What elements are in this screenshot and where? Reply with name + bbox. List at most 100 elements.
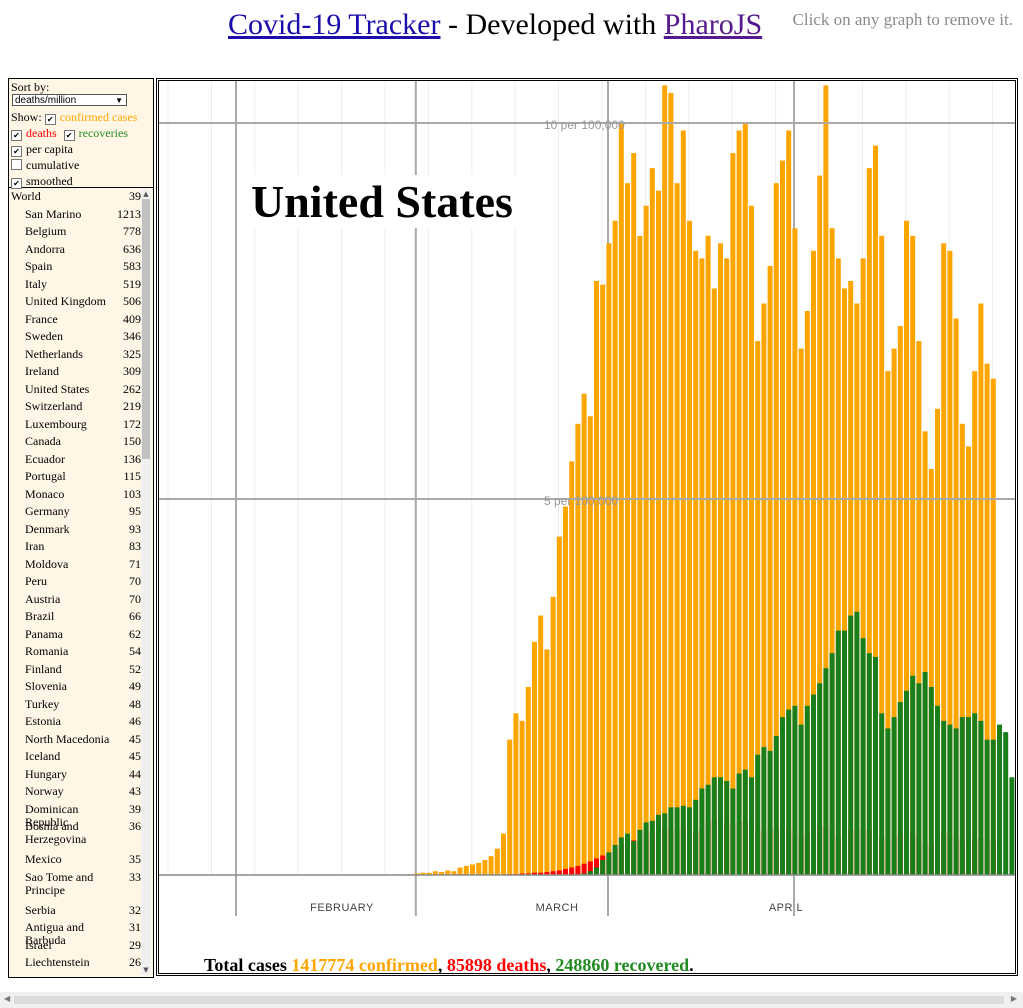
bar-recoveries	[755, 754, 761, 875]
country-row[interactable]: Brazil 66	[9, 610, 141, 628]
country-row[interactable]: Luxembourg 172	[9, 417, 141, 436]
bar-confirmed-cases	[984, 363, 990, 875]
bar-confirmed-cases	[966, 446, 971, 875]
country-row[interactable]: Belgium 778	[9, 225, 141, 243]
bar-confirmed-cases	[786, 130, 792, 875]
country-row[interactable]: Ecuador 136	[9, 452, 141, 471]
bar-confirmed-cases	[885, 371, 891, 875]
smoothed-checkbox[interactable]: ✔	[11, 178, 22, 189]
country-name: Finland	[25, 661, 62, 676]
country-row[interactable]: United Kingdom 506	[9, 295, 141, 313]
country-row[interactable]: San Marino 1213	[9, 207, 141, 226]
horizontal-scrollbar[interactable]: ◀ ▶	[0, 992, 1023, 1008]
country-row[interactable]: France 409	[9, 312, 141, 331]
bar-recoveries	[1009, 777, 1015, 875]
scroll-right-icon[interactable]: ▶	[1010, 994, 1017, 1003]
country-row[interactable]: Portugal 115	[9, 470, 141, 488]
pharojs-link[interactable]: PharoJS	[663, 8, 763, 41]
country-value: 262	[123, 381, 141, 396]
country-row[interactable]: Peru 70	[9, 575, 141, 593]
country-row[interactable]: Hungary 44	[9, 767, 141, 786]
country-value: 52	[129, 661, 141, 676]
per-capita-checkbox[interactable]: ✔	[11, 146, 22, 157]
bar-confirmed-cases	[718, 243, 723, 875]
country-row[interactable]: Austria 70	[9, 592, 141, 611]
country-row[interactable]: Spain 583	[9, 260, 141, 278]
bar-deaths	[587, 861, 593, 875]
scroll-down-icon[interactable]: ▼	[143, 966, 149, 974]
country-row[interactable]: Iceland 45	[9, 750, 141, 768]
country-row[interactable]: Iran 83	[9, 540, 141, 558]
country-row[interactable]: Sweden 346	[9, 330, 141, 348]
bar-recoveries	[910, 675, 916, 875]
scroll-thumb[interactable]	[142, 199, 150, 459]
country-row[interactable]: Switzerland 219	[9, 400, 141, 418]
country-value: 219	[123, 399, 141, 413]
country-row[interactable]: Liechtenstein 26	[9, 956, 141, 974]
country-row[interactable]: Italy 519	[9, 277, 141, 296]
sort-by-select[interactable]: deaths/million ▼	[12, 94, 127, 106]
totals-sep-2: ,	[546, 955, 556, 975]
bar-confirmed-cases	[507, 739, 513, 875]
bar-recoveries	[699, 788, 705, 875]
country-row[interactable]: Denmark 93	[9, 522, 141, 541]
country-row[interactable]: Andorra 636	[9, 242, 141, 261]
country-row-world[interactable]: World 39	[9, 190, 141, 208]
horizontal-scroll-thumb[interactable]	[14, 996, 1004, 1004]
country-row[interactable]: Israel 29	[9, 937, 141, 957]
country-row[interactable]: Norway 43	[9, 785, 141, 803]
cumulative-checkbox[interactable]	[11, 159, 22, 170]
bar-confirmed-cases	[426, 872, 432, 875]
scroll-left-icon[interactable]: ◀	[4, 994, 11, 1003]
scroll-up-icon[interactable]: ▲	[143, 190, 149, 198]
country-row[interactable]: Monaco 103	[9, 487, 141, 506]
country-row[interactable]: Mexico 35	[9, 853, 141, 871]
bar-confirmed-cases	[501, 833, 506, 875]
bar-confirmed-cases	[761, 303, 767, 875]
country-row[interactable]: Antigua and Barbuda 31	[9, 921, 141, 947]
bar-recoveries	[705, 784, 711, 875]
country-value: 115	[123, 469, 141, 483]
covid-tracker-link[interactable]: Covid-19 Tracker	[228, 8, 441, 41]
bar-recoveries	[656, 814, 661, 875]
country-value: 32	[129, 902, 141, 917]
bar-deaths	[594, 858, 599, 875]
country-row[interactable]: United States 262	[9, 381, 141, 401]
totals-end: .	[689, 955, 694, 975]
country-row[interactable]: Romania 54	[9, 645, 141, 663]
bar-recoveries	[724, 781, 730, 875]
bar-confirmed-cases	[439, 871, 444, 875]
country-chart[interactable]: 5 per 100,000 10 per 100,000 FEBRUARY MARCH…	[156, 78, 1018, 976]
country-name: Israel	[25, 937, 52, 952]
country-row[interactable]: Sao Tome and Principe 33	[9, 870, 141, 904]
country-row[interactable]: Moldova 71	[9, 557, 141, 576]
country-name: Slovenia	[25, 679, 67, 693]
deaths-label: deaths	[26, 126, 57, 140]
country-row[interactable]: Germany 95	[9, 505, 141, 523]
bar-recoveries	[953, 728, 959, 875]
bar-confirmed-cases	[724, 258, 730, 875]
country-list-scrollbar[interactable]: ▲ ▼	[141, 189, 151, 975]
country-row[interactable]: Serbia 32	[9, 902, 141, 922]
bar-deaths	[569, 867, 575, 875]
country-row[interactable]: Panama 62	[9, 627, 141, 646]
country-row[interactable]: North Macedonia 45	[9, 732, 141, 751]
country-row[interactable]: Dominican Republic 39	[9, 802, 141, 828]
deaths-checkbox[interactable]: ✔	[11, 130, 22, 141]
country-row[interactable]: Canada 150	[9, 435, 141, 453]
country-row[interactable]: Netherlands 325	[9, 347, 141, 366]
country-row[interactable]: Turkey 48	[9, 697, 141, 716]
country-row[interactable]: Ireland 309	[9, 365, 141, 383]
country-row[interactable]: Finland 52	[9, 661, 141, 681]
country-row[interactable]: Estonia 46	[9, 715, 141, 733]
country-row[interactable]: Bosnia and Herzegovina 36	[9, 820, 141, 853]
country-name: Mexico	[25, 852, 62, 866]
recoveries-checkbox[interactable]: ✔	[63, 130, 75, 141]
country-row[interactable]: Slovenia 49	[9, 680, 141, 698]
bar-recoveries	[866, 653, 872, 875]
bar-recoveries	[897, 702, 903, 875]
bar-confirmed-cases	[978, 303, 984, 875]
bar-confirmed-cases	[662, 85, 668, 875]
bar-confirmed-cases	[457, 867, 463, 875]
confirmed-checkbox[interactable]: ✔	[44, 114, 56, 125]
